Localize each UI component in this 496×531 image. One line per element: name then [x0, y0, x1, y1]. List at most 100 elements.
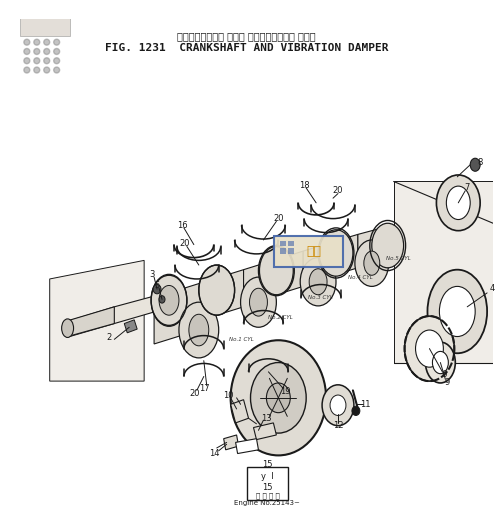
Ellipse shape	[153, 285, 161, 294]
Text: y  l: y l	[261, 472, 274, 481]
Text: 4: 4	[490, 284, 496, 293]
Polygon shape	[50, 260, 144, 381]
Ellipse shape	[330, 395, 346, 415]
Ellipse shape	[322, 385, 354, 426]
Ellipse shape	[439, 286, 475, 337]
Polygon shape	[67, 307, 114, 337]
Circle shape	[44, 67, 50, 73]
Ellipse shape	[159, 296, 165, 303]
Circle shape	[34, 39, 40, 45]
Polygon shape	[247, 467, 288, 500]
Circle shape	[54, 39, 60, 45]
Polygon shape	[303, 242, 333, 286]
Polygon shape	[273, 251, 303, 296]
Polygon shape	[236, 439, 258, 453]
Text: 5: 5	[154, 281, 160, 290]
Circle shape	[24, 48, 30, 55]
Text: FIG. 1231  CRANKSHAFT AND VIBRATION DAMPER: FIG. 1231 CRANKSHAFT AND VIBRATION DAMPE…	[105, 43, 388, 53]
Ellipse shape	[179, 302, 219, 358]
Text: 19: 19	[280, 387, 291, 396]
Ellipse shape	[259, 246, 293, 295]
Ellipse shape	[355, 240, 389, 286]
Ellipse shape	[433, 352, 448, 374]
Ellipse shape	[189, 314, 209, 346]
FancyBboxPatch shape	[288, 241, 294, 246]
Ellipse shape	[319, 230, 353, 276]
Text: 13: 13	[261, 414, 272, 423]
Text: No.4 CYL: No.4 CYL	[348, 275, 373, 280]
Text: 14: 14	[209, 449, 220, 458]
Ellipse shape	[151, 275, 187, 327]
Ellipse shape	[428, 270, 487, 353]
FancyBboxPatch shape	[280, 249, 286, 254]
Text: 20: 20	[273, 214, 284, 223]
Text: 20: 20	[333, 186, 343, 195]
Text: 18: 18	[299, 181, 310, 190]
Circle shape	[24, 58, 30, 64]
Ellipse shape	[446, 186, 470, 219]
Text: 20: 20	[189, 389, 200, 398]
FancyBboxPatch shape	[280, 241, 286, 246]
Text: 7: 7	[465, 184, 470, 192]
Ellipse shape	[352, 406, 360, 415]
Polygon shape	[231, 400, 248, 423]
Polygon shape	[253, 423, 276, 440]
Ellipse shape	[309, 269, 327, 295]
Ellipse shape	[416, 330, 443, 367]
Ellipse shape	[436, 175, 480, 230]
Text: 12: 12	[333, 421, 343, 430]
Text: 15: 15	[262, 483, 273, 492]
Polygon shape	[214, 270, 244, 316]
Text: 10: 10	[223, 390, 234, 399]
Text: 9: 9	[445, 378, 450, 387]
Text: 2: 2	[106, 333, 111, 342]
Text: 6: 6	[441, 370, 447, 379]
Circle shape	[24, 39, 30, 45]
Circle shape	[24, 67, 30, 73]
Text: 翻译: 翻译	[307, 245, 321, 258]
Text: 15: 15	[262, 460, 273, 469]
Ellipse shape	[372, 223, 404, 268]
Text: No.2 CYL: No.2 CYL	[268, 315, 293, 321]
FancyBboxPatch shape	[20, 0, 69, 36]
Text: 20: 20	[180, 239, 190, 248]
Text: No.1 CYL: No.1 CYL	[229, 337, 253, 342]
Ellipse shape	[266, 383, 290, 413]
Text: 17: 17	[199, 384, 210, 393]
Polygon shape	[224, 435, 239, 450]
Text: No.3 CYL: No.3 CYL	[308, 295, 333, 300]
Ellipse shape	[241, 277, 276, 327]
Text: クランクシャフト およܿ バイブレーション ダンパ: クランクシャフト およܿ バイブレーション ダンパ	[177, 31, 316, 41]
Circle shape	[44, 48, 50, 55]
Circle shape	[54, 58, 60, 64]
Polygon shape	[333, 234, 358, 275]
Polygon shape	[184, 279, 214, 335]
Polygon shape	[69, 238, 386, 337]
Ellipse shape	[426, 342, 455, 383]
Ellipse shape	[159, 286, 179, 315]
Text: 3: 3	[149, 270, 155, 279]
Circle shape	[34, 58, 40, 64]
Ellipse shape	[199, 265, 235, 315]
Circle shape	[54, 48, 60, 55]
Polygon shape	[358, 227, 386, 268]
Ellipse shape	[300, 258, 336, 306]
Ellipse shape	[470, 158, 480, 172]
Text: 11: 11	[361, 400, 371, 409]
Polygon shape	[244, 260, 273, 307]
Text: 備 用 小 物: 備 用 小 物	[255, 492, 279, 499]
Circle shape	[54, 67, 60, 73]
Circle shape	[44, 39, 50, 45]
Text: No.5 CYL: No.5 CYL	[386, 256, 411, 261]
Text: Engine No.25143~: Engine No.25143~	[235, 500, 301, 506]
Ellipse shape	[231, 340, 326, 456]
Circle shape	[44, 58, 50, 64]
Polygon shape	[154, 288, 184, 344]
Ellipse shape	[62, 319, 73, 338]
FancyBboxPatch shape	[274, 236, 343, 267]
Text: 8: 8	[477, 158, 483, 167]
Polygon shape	[394, 182, 493, 363]
Circle shape	[34, 67, 40, 73]
Text: 16: 16	[177, 220, 187, 229]
Polygon shape	[124, 320, 137, 333]
